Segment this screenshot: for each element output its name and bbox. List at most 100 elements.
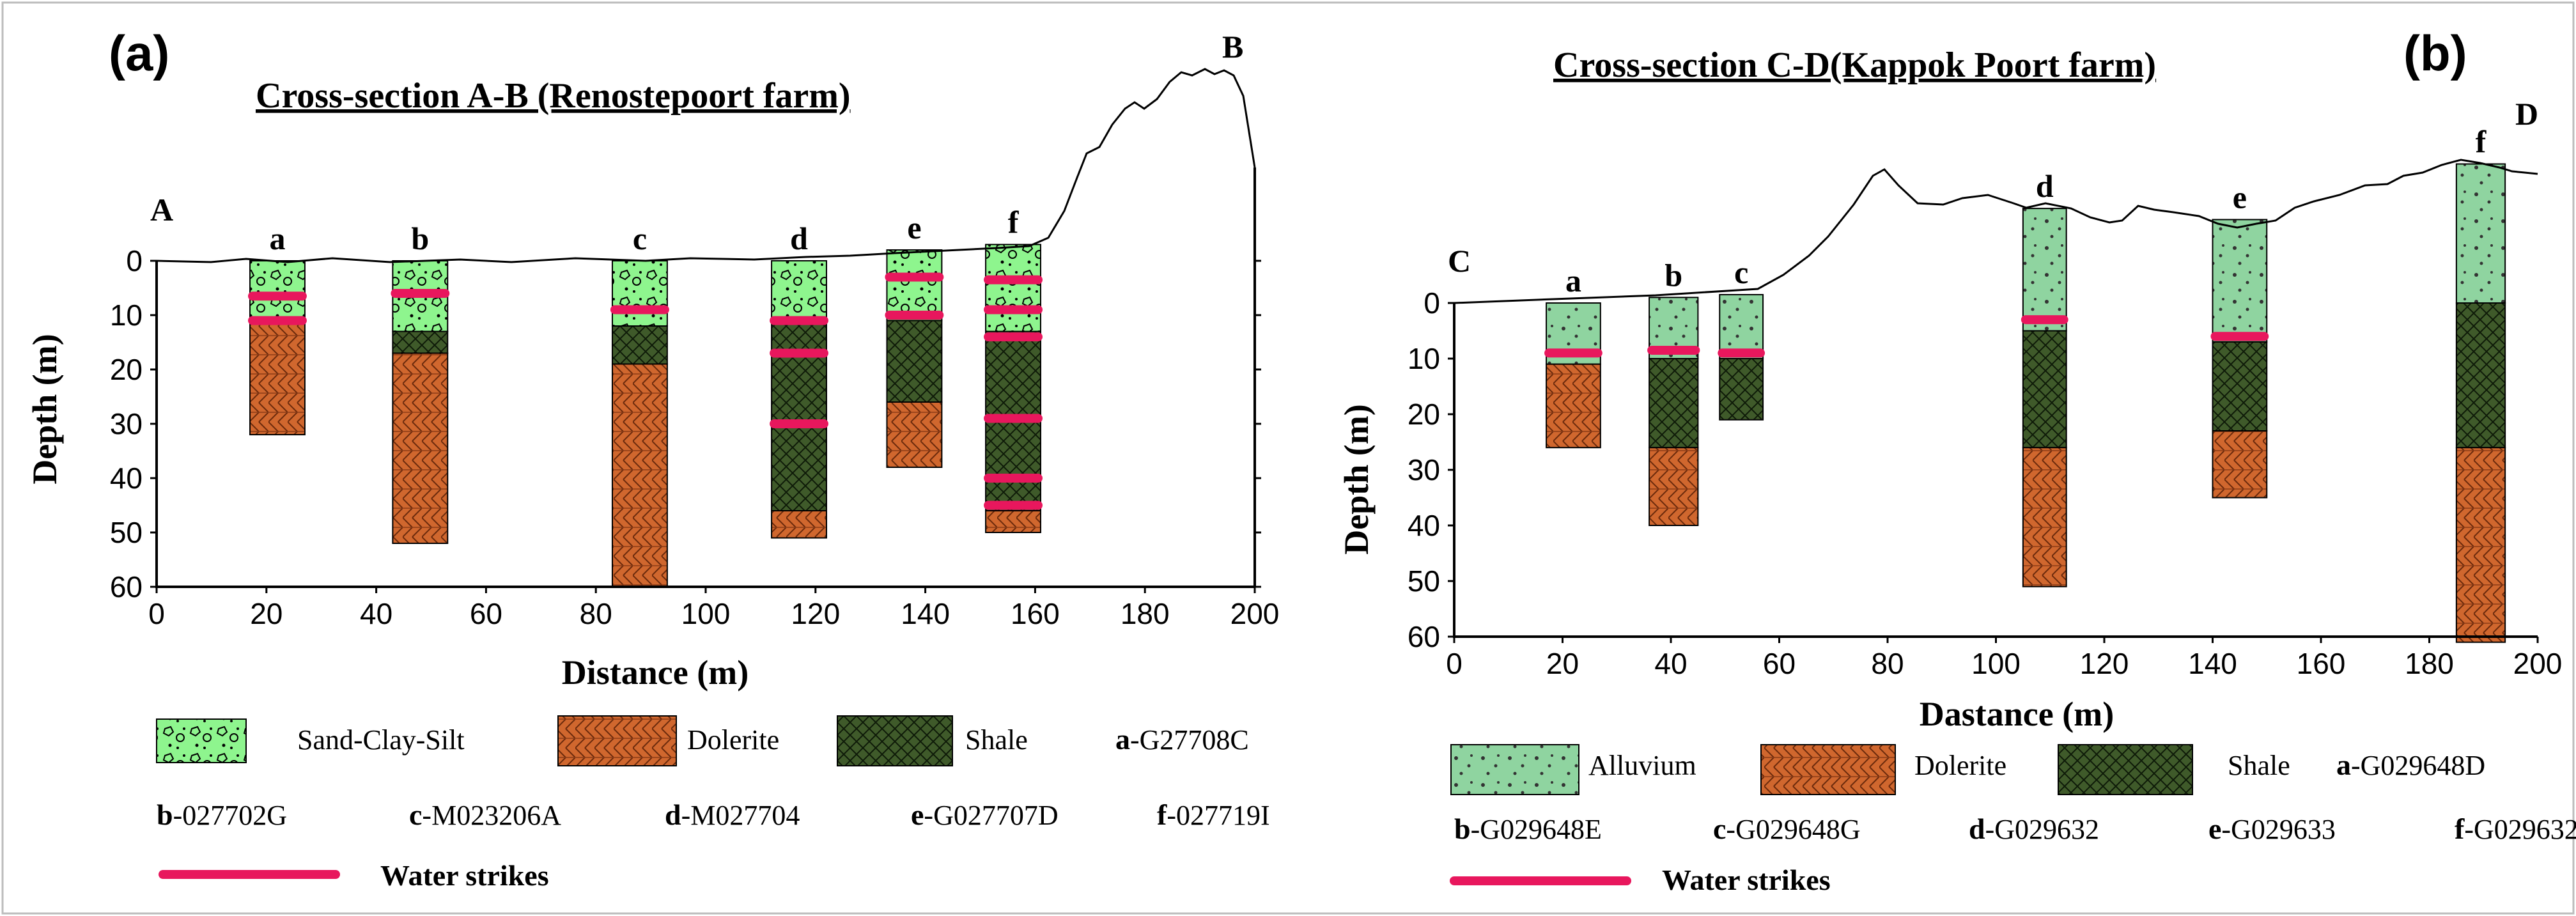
- layer-dolerite: [2212, 430, 2268, 499]
- layer-shale: [392, 330, 449, 354]
- panel-a-legend: Sand-Clay-Silt Dolerite Shale Water stri…: [156, 715, 1270, 892]
- x-tick-label: 20: [1546, 647, 1579, 680]
- borehole-code-f: f-G029632B: [2455, 812, 2576, 845]
- borehole-label: d: [2036, 168, 2054, 204]
- borehole-code-c: c-G029648G: [1713, 812, 1861, 845]
- panel-a-title: Cross-section A-B (Renostepoort farm): [256, 76, 851, 116]
- legend-water-label: Water strikes: [1662, 864, 1831, 896]
- borehole-code-a: a-G27708C: [1115, 723, 1249, 756]
- layer-alluvium: [2212, 219, 2268, 343]
- borehole-c: c: [1718, 254, 1765, 421]
- borehole-c: c: [610, 221, 669, 587]
- code-id: -G029648G: [1726, 814, 1860, 845]
- layer-dolerite: [985, 510, 1041, 533]
- y-tick-label: 0: [1424, 286, 1440, 320]
- borehole-code-e: e-G029633: [2208, 812, 2336, 845]
- borehole-code-b: b-G029648E: [1454, 812, 1602, 845]
- legend-dolerite-label: Dolerite: [1914, 750, 2006, 781]
- layer-dolerite: [886, 401, 943, 468]
- panel-a-terrain-profile: [156, 68, 1256, 263]
- code-letter: a: [2336, 749, 2351, 781]
- borehole-f: f: [2455, 124, 2506, 643]
- panel-a-axes: [155, 261, 1255, 588]
- layer-shale: [2212, 341, 2268, 432]
- code-id: -G029633: [2221, 814, 2335, 845]
- panel-b-boreholes: a b c d e f: [1544, 124, 2506, 643]
- y-tick-label: 40: [1408, 509, 1440, 542]
- legend-sand-swatch: [156, 718, 247, 763]
- legend-shale-label: Shale: [2228, 750, 2290, 781]
- x-tick-label: 180: [2405, 647, 2454, 680]
- code-letter: e: [911, 798, 924, 831]
- layer-shale: [886, 320, 943, 403]
- panel-b-axis-ticks: 0 20 40 60 80 100 120 140 160 180 200 0 10 20 30 40 50 60: [1408, 286, 2563, 680]
- panel-b-legend: Alluvium Dolerite Shale Water strikes a-…: [1450, 744, 2576, 896]
- y-tick-label: 10: [110, 299, 143, 332]
- layer-dolerite: [2455, 447, 2506, 643]
- code-id: -G27708C: [1130, 724, 1249, 756]
- panel-b-label: (b): [2403, 25, 2467, 81]
- panel-a-axis-ticks: 0 20 40 60 80 100 120 140 160 180 200 0 10 20 30 40 50 60: [110, 244, 1280, 630]
- layer-dolerite: [611, 363, 668, 587]
- legend-sand-label: Sand-Clay-Silt: [297, 724, 465, 756]
- panel-a-label: (a): [109, 25, 169, 81]
- legend-alluvium-swatch: [1450, 744, 1579, 795]
- layer-sand: [771, 260, 827, 322]
- borehole-code-e: e-G027707D: [911, 798, 1059, 831]
- borehole-label: b: [1664, 257, 1682, 293]
- y-tick-label: 0: [126, 244, 143, 277]
- panel-b-ylabel: Depth (m): [1337, 404, 1376, 554]
- borehole-code-b: b-027702G: [157, 798, 287, 831]
- borehole-label: a: [269, 221, 285, 256]
- borehole-label: b: [411, 221, 429, 256]
- x-tick-label: 0: [1446, 647, 1463, 680]
- borehole-b: b: [1647, 257, 1700, 527]
- code-id: -G029648E: [1471, 814, 1602, 845]
- legend-dolerite-label: Dolerite: [687, 724, 779, 756]
- x-tick-label: 160: [2297, 647, 2346, 680]
- y-tick-label: 50: [1408, 564, 1440, 598]
- borehole-b: b: [391, 221, 450, 544]
- x-tick-label: 60: [1763, 647, 1796, 680]
- x-tick-label: 120: [2080, 647, 2129, 680]
- layer-dolerite: [1546, 363, 1601, 449]
- code-id: -027702G: [173, 800, 287, 831]
- layer-dolerite: [1649, 447, 1699, 527]
- x-tick-label: 140: [2188, 647, 2237, 680]
- x-tick-label: 160: [1011, 597, 1060, 630]
- legend-dolerite-swatch: [557, 715, 677, 766]
- layer-alluvium: [2022, 208, 2067, 332]
- y-tick-label: 60: [1408, 620, 1440, 653]
- y-tick-label: 30: [110, 407, 143, 440]
- y-tick-label: 50: [110, 516, 143, 549]
- legend-dolerite-swatch: [1760, 744, 1896, 795]
- code-letter: c: [409, 798, 422, 831]
- x-tick-label: 20: [250, 597, 283, 630]
- x-tick-label: 80: [580, 597, 612, 630]
- y-tick-label: 60: [110, 570, 143, 603]
- layer-shale: [1719, 358, 1764, 421]
- borehole-code-d: d-M027704: [665, 798, 800, 831]
- legend-shale-label: Shale: [965, 724, 1028, 756]
- code-id: -G029648D: [2351, 750, 2485, 781]
- layer-dolerite: [249, 320, 306, 435]
- panel-b-title: Cross-section C-D(Kappok Poort farm): [1553, 45, 2156, 85]
- layer-shale: [1649, 358, 1699, 449]
- legend-alluvium-label: Alluvium: [1588, 750, 1696, 781]
- code-id: -M027704: [681, 800, 800, 831]
- legend-water-label: Water strikes: [380, 859, 549, 892]
- x-tick-label: 80: [1871, 647, 1904, 680]
- borehole-label: c: [633, 221, 647, 256]
- code-letter: b: [1454, 812, 1471, 845]
- panel-b-end-label: D: [2515, 96, 2538, 132]
- panel-a: (a) Cross-section A-B (Renostepoort farm…: [26, 25, 1279, 892]
- panel-b-terrain-profile: [1454, 159, 2538, 304]
- legend-shale-swatch: [837, 715, 953, 766]
- panel-a-ylabel: Depth (m): [26, 334, 64, 484]
- layer-dolerite: [2022, 447, 2067, 587]
- y-tick-label: 10: [1408, 342, 1440, 375]
- borehole-code-a: a-G029648D: [2336, 749, 2485, 781]
